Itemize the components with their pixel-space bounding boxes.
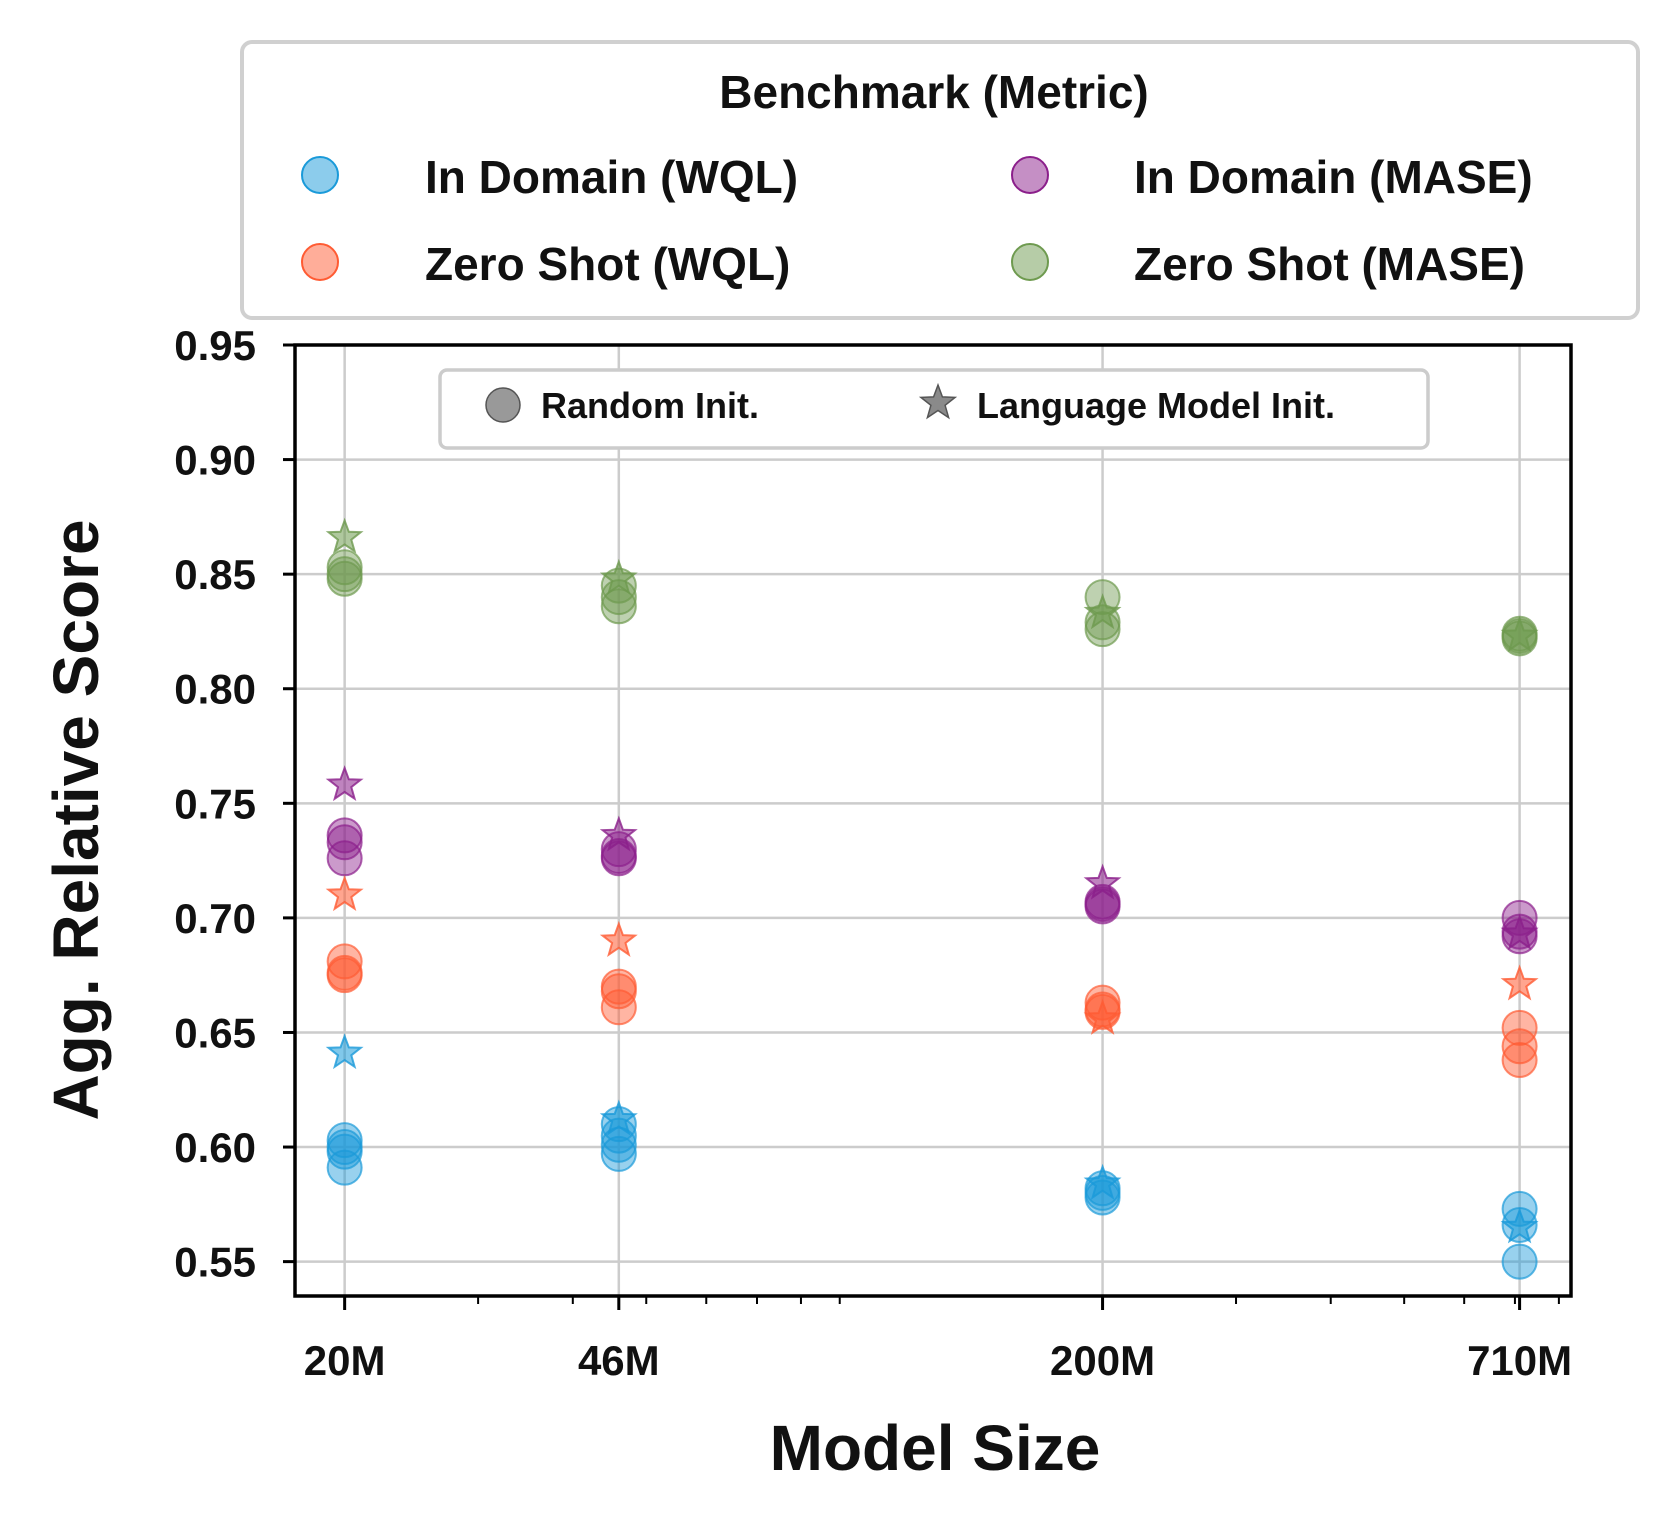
legend-label-in-domain-mase: In Domain (MASE) bbox=[1134, 151, 1533, 203]
x-tick-label: 200M bbox=[1050, 1337, 1155, 1384]
legend-label-language-model-init: Language Model Init. bbox=[977, 385, 1335, 426]
point-random-init-zero-shot-wql bbox=[326, 954, 363, 991]
point-random-init-in-domain-wql bbox=[600, 1135, 637, 1172]
point-random-init-zero-shot-wql bbox=[326, 943, 363, 980]
y-tick-label: 0.90 bbox=[174, 437, 256, 484]
point-lm-init-zero-shot-wql bbox=[1083, 998, 1122, 1035]
point-lm-init-in-domain-mase bbox=[1083, 863, 1122, 900]
plot-frame bbox=[293, 343, 1573, 1298]
legend-label-zero-shot-wql: Zero Shot (WQL) bbox=[425, 238, 790, 290]
y-tick-label: 0.85 bbox=[174, 551, 256, 598]
legend-marker-zero-shot-mase bbox=[1011, 243, 1049, 281]
y-tick-labels: 0.55 0.60 0.65 0.70 0.75 0.80 0.85 0.90 … bbox=[174, 322, 256, 1286]
x-tick-label: 46M bbox=[578, 1337, 660, 1384]
point-random-init-zero-shot-wql bbox=[1501, 1041, 1538, 1078]
y-tick-label: 0.95 bbox=[174, 322, 256, 369]
point-random-init-in-domain-wql bbox=[1501, 1243, 1538, 1280]
y-tick-label: 0.60 bbox=[174, 1124, 256, 1171]
point-lm-init-zero-shot-wql bbox=[599, 920, 638, 957]
point-lm-init-in-domain-wql bbox=[1500, 1207, 1539, 1244]
point-lm-init-zero-shot-mase bbox=[325, 517, 364, 554]
legend-marker-zero-shot-wql bbox=[301, 243, 339, 281]
point-lm-init-zero-shot-wql bbox=[1500, 964, 1539, 1001]
legend-label-random-init: Random Init. bbox=[541, 385, 759, 426]
axis-ticks bbox=[283, 343, 1560, 1310]
point-random-init-zero-shot-mase bbox=[326, 549, 363, 586]
benchmark-legend: Benchmark (Metric) In Domain (WQL) In Do… bbox=[240, 40, 1640, 320]
y-tick-label: 0.75 bbox=[174, 780, 256, 827]
x-tick-label: 710M bbox=[1467, 1337, 1572, 1384]
y-tick-label: 0.55 bbox=[174, 1239, 256, 1286]
point-random-init-in-domain-wql bbox=[600, 1126, 637, 1163]
point-random-init-in-domain-wql bbox=[326, 1122, 363, 1159]
y-tick-label: 0.80 bbox=[174, 666, 256, 713]
point-random-init-zero-shot-wql bbox=[1501, 1028, 1538, 1065]
point-random-init-zero-shot-mase bbox=[600, 588, 637, 625]
point-lm-init-in-domain-wql bbox=[599, 1099, 638, 1136]
legend-marker-in-domain-mase bbox=[1011, 156, 1049, 194]
x-tick-label: 20M bbox=[304, 1337, 386, 1384]
legend-label-zero-shot-mase: Zero Shot (MASE) bbox=[1134, 238, 1525, 290]
y-axis-title: Agg. Relative Score bbox=[40, 519, 112, 1120]
point-lm-init-in-domain-wql bbox=[325, 1033, 364, 1070]
point-lm-init-in-domain-mase bbox=[599, 815, 638, 852]
point-lm-init-in-domain-mase bbox=[1500, 913, 1539, 951]
legend-label-in-domain-wql: In Domain (WQL) bbox=[425, 151, 798, 203]
grid bbox=[295, 343, 1571, 1296]
legend-marker-in-domain-wql bbox=[301, 156, 339, 194]
marker-legend: Random Init. Language Model Init. bbox=[438, 368, 1430, 450]
point-lm-init-zero-shot-mase bbox=[599, 558, 638, 595]
legend-title: Benchmark (Metric) bbox=[719, 66, 1148, 118]
benchmark-legend-frame bbox=[240, 40, 1640, 320]
point-lm-init-in-domain-wql bbox=[1083, 1163, 1122, 1200]
y-tick-label: 0.65 bbox=[174, 1009, 256, 1056]
point-random-init-zero-shot-wql bbox=[1501, 1009, 1538, 1046]
point-random-init-in-domain-mase bbox=[326, 817, 363, 854]
point-lm-init-in-domain-mase bbox=[325, 765, 364, 802]
y-tick-label: 0.70 bbox=[174, 895, 256, 942]
point-lm-init-zero-shot-mase bbox=[1500, 616, 1539, 653]
data-points bbox=[325, 517, 1539, 1280]
legend-star-icon bbox=[918, 382, 958, 420]
x-axis-title: Model Size bbox=[770, 1412, 1101, 1484]
x-tick-labels: 20M 46M 200M 710M bbox=[304, 1337, 1572, 1384]
point-random-init-zero-shot-wql bbox=[600, 968, 637, 1005]
point-lm-init-zero-shot-mase bbox=[1083, 593, 1122, 630]
legend-circle-icon bbox=[485, 387, 521, 423]
point-lm-init-zero-shot-wql bbox=[325, 875, 364, 912]
